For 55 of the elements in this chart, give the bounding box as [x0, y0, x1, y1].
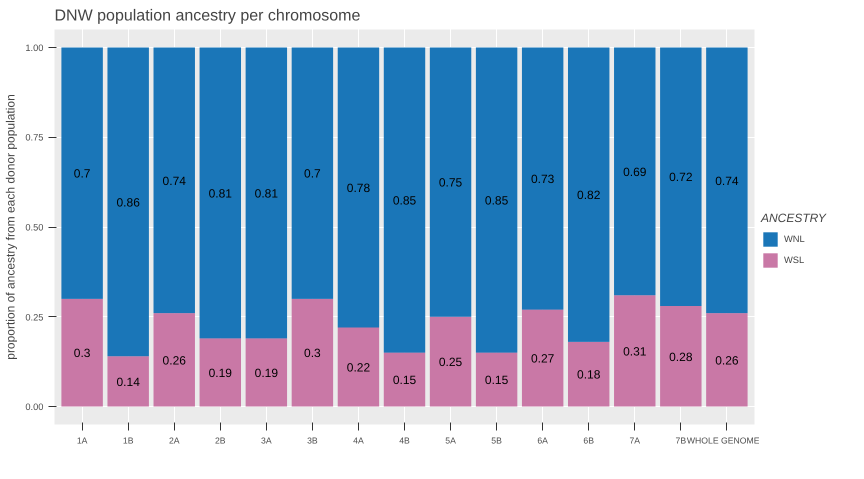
data-label: 0.31	[623, 344, 647, 358]
data-label: 0.69	[623, 164, 647, 179]
data-label: 0.3	[304, 346, 322, 360]
data-label: 0.7	[74, 166, 91, 181]
x-tick-label: WHOLE GENOME	[686, 436, 760, 446]
x-tick-label: 1B	[122, 436, 134, 446]
data-label: 0.18	[577, 368, 601, 382]
data-label: 0.82	[577, 188, 601, 202]
data-label: 0.15	[392, 373, 417, 388]
data-label: 0.28	[669, 350, 693, 364]
data-label: 0.81	[208, 186, 232, 200]
chart-title: DNW population ancestry per chromosome	[54, 8, 361, 24]
y-tick-label: 0.75	[25, 132, 44, 143]
y-tick-label: 0.25	[25, 312, 44, 322]
x-tick-label: 2B	[214, 436, 226, 446]
data-label: 0.74	[715, 174, 739, 188]
data-label: 0.78	[346, 181, 370, 195]
data-label: 0.85	[392, 194, 417, 208]
x-tick-label: 4A	[353, 436, 364, 446]
x-tick-label: 3A	[261, 436, 272, 446]
data-label: 0.86	[116, 195, 140, 210]
x-tick-label: 4B	[399, 436, 410, 446]
x-tick-label: 5B	[491, 436, 502, 446]
data-label: 0.85	[484, 194, 509, 208]
x-tick-label: 7A	[629, 436, 640, 446]
x-tick-label: 6A	[537, 436, 548, 446]
data-label: 0.81	[254, 186, 278, 200]
data-label: 0.25	[438, 355, 463, 370]
x-tick-label: 2A	[168, 436, 180, 446]
x-tick-label: 3B	[307, 436, 318, 446]
legend-title: ANCESTRY	[761, 211, 826, 225]
legend-label: WNL	[784, 234, 805, 244]
data-label: 0.72	[669, 170, 693, 184]
y-tick-label: 0.50	[25, 222, 44, 232]
y-axis-title: proportion of ancestry from each donor population	[3, 94, 18, 360]
data-label: 0.74	[162, 174, 186, 188]
y-tick-label: 1.00	[25, 42, 44, 53]
y-tick-label: 0.00	[25, 402, 44, 412]
data-label: 0.7	[304, 166, 322, 181]
data-label: 0.22	[346, 360, 370, 375]
data-label: 0.15	[484, 373, 509, 388]
x-tick-label: 5A	[445, 436, 456, 446]
data-label: 0.26	[162, 353, 186, 368]
data-label: 0.19	[254, 366, 278, 380]
data-label: 0.27	[530, 352, 555, 366]
x-tick-label: 7B	[676, 436, 686, 446]
data-label: 0.19	[208, 366, 232, 380]
x-tick-label: 1A	[76, 436, 88, 446]
data-label: 0.14	[116, 374, 140, 389]
data-label: 0.75	[438, 176, 463, 190]
legend-label: WSL	[784, 255, 804, 265]
data-label: 0.73	[530, 172, 555, 186]
data-label: 0.3	[74, 346, 91, 360]
x-tick-label: 6B	[583, 436, 594, 446]
data-label: 0.26	[715, 353, 739, 368]
